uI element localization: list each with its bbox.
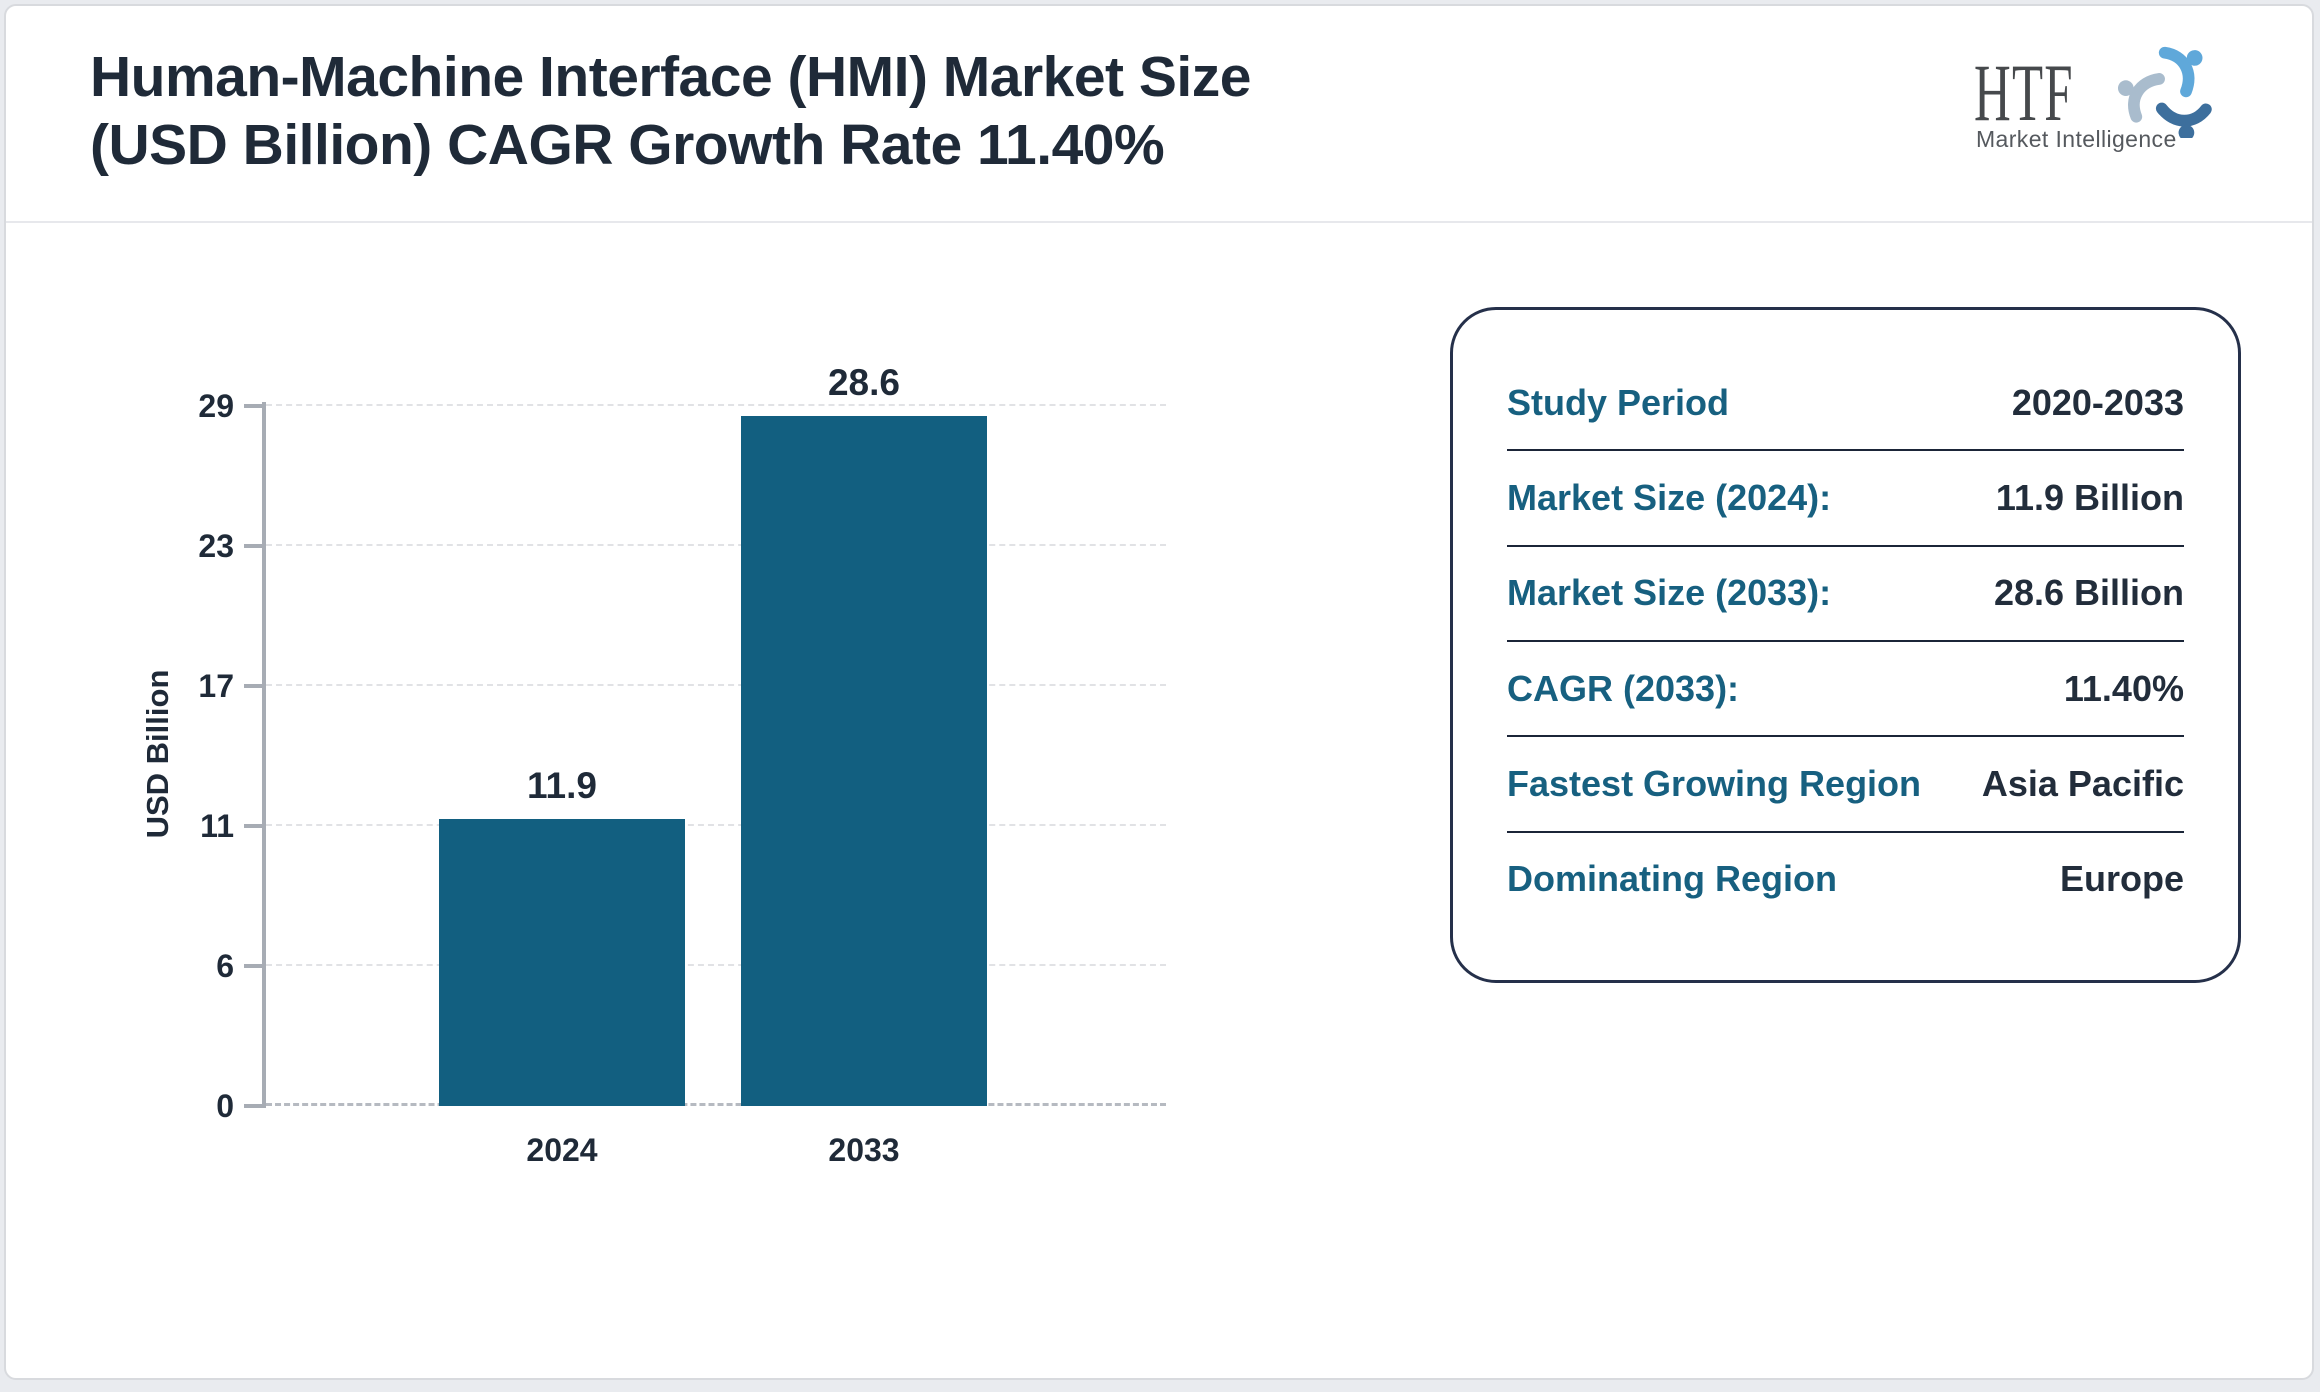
htf-logo: HTF Market Intelligence xyxy=(1974,40,2234,172)
stat-value: 2020-2033 xyxy=(2011,381,2184,423)
gridline xyxy=(266,1103,1166,1106)
y-tick-label: 0 xyxy=(216,1088,234,1124)
y-tick-label: 23 xyxy=(198,528,234,564)
y-tick-mark xyxy=(244,404,266,408)
htf-logo-text: HTF xyxy=(1974,47,2074,138)
stat-value: Europe xyxy=(2059,858,2184,900)
stat-label: Market Size (2033): xyxy=(1507,572,1832,614)
x-axis-label-2024: 2024 xyxy=(526,1132,598,1168)
y-axis-line xyxy=(262,402,266,1108)
bar-value-2033: 28.6 xyxy=(827,361,900,403)
htf-swirl-icon xyxy=(2118,46,2212,138)
gridline xyxy=(266,684,1166,686)
stat-value: 28.6 Billion xyxy=(1993,572,2184,614)
plot-area: 11.9 28.6 xyxy=(266,362,1166,1106)
stat-label: Fastest Growing Region xyxy=(1507,762,1922,804)
y-tick-label: 29 xyxy=(198,388,234,424)
page-title-line1: Human-Machine Interface (HMI) Market Siz… xyxy=(90,45,1251,109)
y-tick-mark xyxy=(244,1104,266,1108)
y-tick-label: 11 xyxy=(200,808,234,844)
stat-row-market-size-2033: Market Size (2033): 28.6 Billion xyxy=(1507,547,2184,642)
stat-label: CAGR (2033): xyxy=(1507,667,1740,709)
y-tick-mark xyxy=(244,824,266,828)
gridline xyxy=(266,404,1166,406)
stat-label: Study Period xyxy=(1507,381,1730,423)
page-title-line2: (USD Billion) CAGR Growth Rate 11.40% xyxy=(90,112,1165,177)
stat-row-fastest-growing-region: Fastest Growing Region Asia Pacific xyxy=(1507,737,2184,833)
stat-row-market-size-2024: Market Size (2024): 11.9 Billion xyxy=(1507,451,2184,547)
y-tick-mark xyxy=(244,964,266,968)
page-title: Human-Machine Interface (HMI) Market Siz… xyxy=(90,44,1490,180)
gridline xyxy=(266,544,1166,546)
stat-row-dominating-region: Dominating Region Europe xyxy=(1507,833,2184,926)
stat-value: 11.9 Billion xyxy=(1995,476,2184,518)
bar-value-2024: 11.9 xyxy=(527,764,597,806)
infographic-card: Human-Machine Interface (HMI) Market Siz… xyxy=(4,4,2314,1380)
y-tick-label: 6 xyxy=(216,948,234,984)
y-tick-label: 17 xyxy=(198,668,234,704)
stat-value: 11.40% xyxy=(2063,667,2184,709)
htf-logo-subtitle: Market Intelligence xyxy=(1976,126,2177,152)
bar-2024: 11.9 xyxy=(439,765,685,1106)
market-stats-panel: Study Period 2020-2033 Market Size (2024… xyxy=(1450,307,2241,983)
x-axis-label-2033: 2033 xyxy=(828,1132,900,1168)
header-divider xyxy=(6,221,2312,223)
stat-row-cagr: CAGR (2033): 11.40% xyxy=(1507,642,2184,738)
bar-2033: 28.6 xyxy=(741,362,987,1106)
gridline xyxy=(266,824,1166,826)
gridline xyxy=(266,964,1166,966)
stat-label: Dominating Region xyxy=(1507,858,1837,900)
stat-value: Asia Pacific xyxy=(1981,762,2184,804)
stat-row-study-period: Study Period 2020-2033 xyxy=(1507,356,2184,452)
y-tick-mark xyxy=(244,544,266,548)
stat-label: Market Size (2024): xyxy=(1507,476,1832,518)
y-tick-mark xyxy=(244,684,266,688)
